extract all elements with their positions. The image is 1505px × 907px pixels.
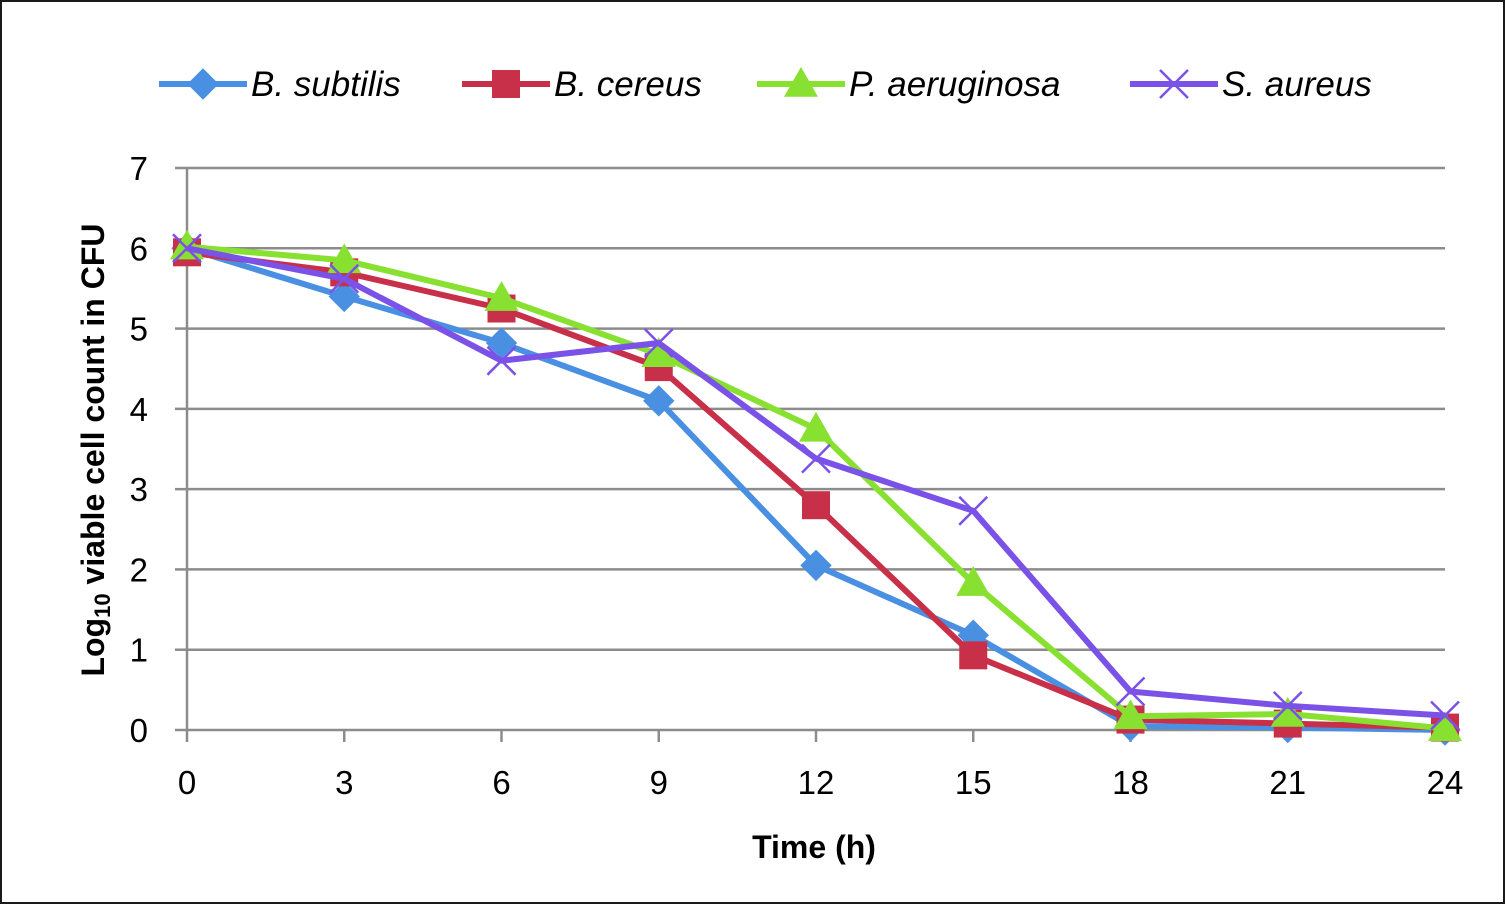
chart-frame: 0 1 2 3 4 5 6 7 0 3 6 9 12 15 18 21 24 B. subtilis B. cer… xyxy=(0,0,1505,904)
legend-label-b-cereus: B. cereus xyxy=(554,65,702,104)
y-tick-label: 6 xyxy=(130,230,148,267)
legend-marker-b-subtilis xyxy=(188,69,218,99)
x-tick-label: 21 xyxy=(1269,764,1306,801)
x-tick-label: 0 xyxy=(178,764,196,801)
data-point-s-aureus xyxy=(802,445,830,473)
legend-label-s-aureus: S. aureus xyxy=(1222,65,1372,104)
y-axis-title: Log10 viable cell count in CFU xyxy=(75,224,115,677)
x-tick-label: 18 xyxy=(1112,764,1149,801)
y-axis-title-rest: viable cell count in CFU xyxy=(75,224,111,594)
legend-label-b-subtilis: B. subtilis xyxy=(251,65,401,104)
y-tick-label: 4 xyxy=(130,391,148,428)
x-tick-label: 15 xyxy=(955,764,992,801)
data-point-b-cereus xyxy=(802,491,830,519)
legend-label-p-aeruginosa: P. aeruginosa xyxy=(849,65,1060,104)
x-tick-label: 24 xyxy=(1427,764,1464,801)
y-tick-label: 5 xyxy=(130,311,148,348)
series-line-p-aeruginosa xyxy=(187,247,1445,729)
x-tick-label: 9 xyxy=(650,764,668,801)
data-point-p-aeruginosa xyxy=(799,412,833,442)
x-axis-title: Time (h) xyxy=(752,829,876,865)
y-axis-title-subscript: 10 xyxy=(90,593,115,617)
x-tick-label: 6 xyxy=(492,764,510,801)
y-tick-label: 1 xyxy=(130,632,148,669)
data-point-s-aureus xyxy=(959,497,987,525)
series-line-s-aureus xyxy=(187,248,1445,715)
x-tick-label: 3 xyxy=(335,764,353,801)
legend: B. subtilis B. cereus P. aeruginosa S. aure… xyxy=(159,65,1372,104)
y-tick-label: 2 xyxy=(130,551,148,588)
line-chart: 012345670 3 6 9 12 15 18 21 24 B. subtilis B. cer… xyxy=(2,2,1503,902)
x-tick-label: 12 xyxy=(798,764,835,801)
series-layer xyxy=(170,230,1462,745)
y-tick-label: 0 xyxy=(130,712,148,749)
legend-marker-b-cereus xyxy=(492,70,520,98)
y-tick-label: 7 xyxy=(130,150,148,187)
y-axis-title-main: Log xyxy=(75,618,111,677)
y-tick-label: 3 xyxy=(130,471,148,508)
data-point-b-cereus xyxy=(959,641,987,669)
